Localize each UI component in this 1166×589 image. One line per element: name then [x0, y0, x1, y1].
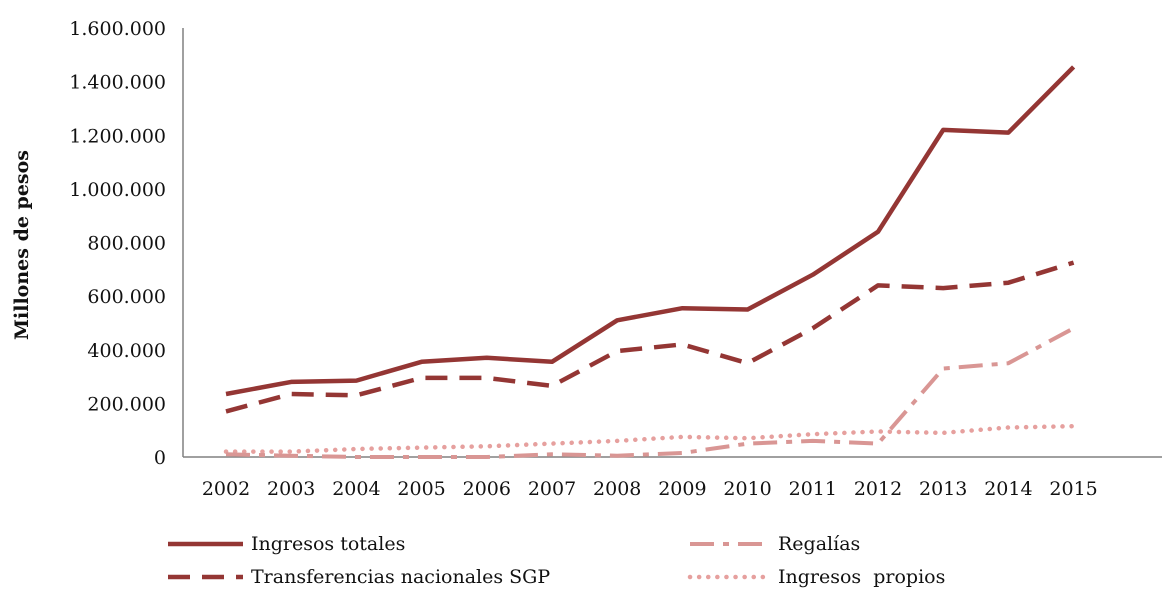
- x-tick-label: 2004: [332, 478, 380, 500]
- x-tick-label: 2009: [658, 478, 706, 500]
- y-axis-label: Millones de pesos: [11, 150, 33, 340]
- x-tick-label: 2013: [919, 478, 967, 500]
- y-tick-label: 200.000: [87, 393, 166, 415]
- series-line-dashdot: [225, 326, 1075, 459]
- x-tick-label: 2010: [723, 478, 771, 500]
- x-tick-label: 2007: [528, 478, 576, 500]
- legend: Ingresos totales Transferencias nacionale…: [168, 533, 945, 588]
- y-tick-label: 400.000: [87, 340, 166, 362]
- x-tick-label: 2008: [593, 478, 641, 500]
- series-line-solid: [225, 65, 1076, 397]
- y-tick-label: 0: [154, 447, 166, 469]
- x-tick-label: 2015: [1049, 478, 1097, 500]
- series-line-dashed: [225, 260, 1075, 414]
- legend-label: Ingresos propios: [778, 566, 945, 588]
- y-tick-label: 800.000: [87, 233, 166, 255]
- legend-label: Transferencias nacionales SGP: [251, 566, 550, 588]
- y-axis-label-group: Millones de pesos: [11, 150, 33, 340]
- y-tick-label: 1.000.000: [69, 179, 166, 201]
- x-tick-label: 2002: [202, 478, 250, 500]
- legend-label: Ingresos totales: [251, 533, 405, 555]
- x-tick-label: 2003: [267, 478, 315, 500]
- y-tick-label: 1.600.000: [69, 18, 166, 40]
- x-tick-label: 2006: [463, 478, 511, 500]
- x-tick-label: 2011: [789, 478, 837, 500]
- x-tick-label: 2014: [984, 478, 1032, 500]
- x-tick-label: 2005: [397, 478, 445, 500]
- y-tick-label: 600.000: [87, 286, 166, 308]
- y-tick-label: 1.400.000: [69, 72, 166, 94]
- series-lines: [223, 65, 1076, 459]
- y-tick-labels: 0 200.000 400.000 600.000 800.000 1.000.000 1.…: [69, 18, 166, 469]
- x-tick-labels: 2002 2003 2004 2005 2006 2007 2008 2009 2010 2011…: [202, 478, 1098, 500]
- y-tick-label: 1.200.000: [69, 125, 166, 147]
- series-line-dotted: [223, 423, 1076, 454]
- legend-label: Regalías: [778, 533, 860, 555]
- x-tick-label: 2012: [854, 478, 902, 500]
